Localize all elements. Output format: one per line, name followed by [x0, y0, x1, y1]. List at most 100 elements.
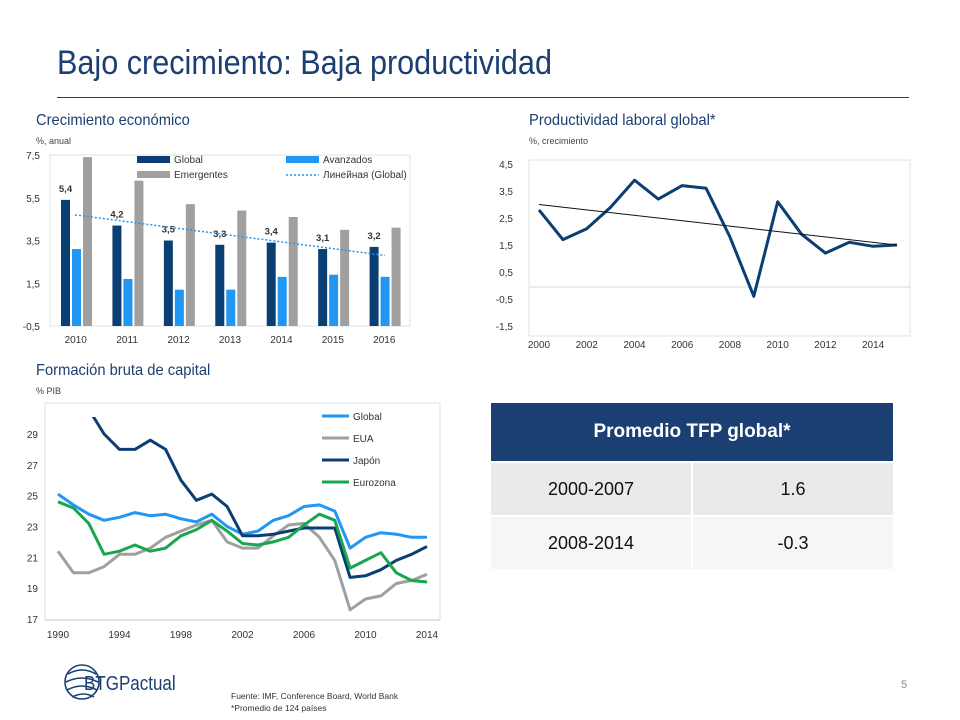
capital-chart-subtitle: % PIB — [36, 386, 62, 396]
btg-globe-logo-icon — [64, 664, 100, 700]
x-tick-label: 2010 — [65, 335, 88, 346]
y-tick-label: 17 — [27, 615, 39, 626]
y-tick-label: 1,5 — [499, 241, 513, 252]
legend-label: Eurozona — [353, 478, 396, 489]
bar-data-label: 3,2 — [367, 231, 380, 242]
x-tick-label: 2011 — [116, 335, 138, 346]
y-tick-label: 29 — [27, 430, 39, 441]
y-tick-label: 27 — [27, 461, 39, 472]
series-group — [56, 417, 428, 612]
bar-avanzados — [72, 249, 81, 326]
y-tick-label: 21 — [27, 553, 39, 564]
x-tick-label: 2013 — [219, 335, 242, 346]
growth-chart-title: Crecimiento económico — [36, 112, 190, 129]
y-tick-label: 4,5 — [499, 160, 513, 171]
series-line-eua — [56, 518, 428, 612]
x-tick-label: 2016 — [373, 335, 396, 346]
x-tick-label: 2006 — [293, 630, 316, 641]
y-tick-label: 1,5 — [26, 279, 40, 290]
bar-data-label: 5,4 — [59, 184, 73, 195]
productivity-series-line — [537, 178, 898, 298]
y-tick-label: -1,5 — [496, 322, 514, 333]
tfp-period-cell: 2000-2007 — [491, 461, 693, 516]
x-tick-label: 2012 — [167, 335, 190, 346]
bar-global — [215, 244, 225, 326]
bar-global — [369, 246, 379, 326]
legend-swatch — [137, 171, 170, 178]
page-number: 5 — [901, 679, 908, 691]
bar-emergentes — [185, 204, 195, 326]
bar-avanzados — [174, 289, 184, 326]
x-tick-label: 2012 — [814, 340, 837, 351]
x-tick-label: 2006 — [671, 340, 694, 351]
bar-emergentes — [391, 227, 401, 326]
plot-frame — [528, 159, 911, 337]
productivity-chart-subtitle: %, crecimiento — [529, 136, 589, 146]
x-tick-label: 2015 — [322, 335, 345, 346]
table-row: 2008-2014 -0.3 — [491, 515, 893, 569]
bar-emergentes — [83, 157, 92, 326]
legend-label: Avanzados — [323, 155, 372, 166]
tfp-value-cell: 1.6 — [692, 461, 893, 516]
x-tick-label: 1994 — [108, 630, 131, 641]
x-tick-label: 2010 — [767, 340, 790, 351]
x-tick-label: 2008 — [719, 340, 742, 351]
bar-data-label: 3,5 — [162, 225, 176, 236]
legend-label: Japón — [353, 456, 380, 467]
legend-label: Global — [353, 412, 382, 423]
x-tick-label: 2004 — [623, 340, 646, 351]
y-tick-label: 2,5 — [499, 214, 513, 225]
bar-data-label: 3,4 — [265, 227, 279, 238]
legend-label: EUA — [353, 434, 374, 445]
legend-swatch — [137, 156, 170, 163]
y-tick-label: 0,5 — [499, 268, 513, 279]
source-note: Fuente: IMF, Conference Board, World Ban… — [231, 691, 399, 701]
capital-chart-title: Formación bruta de capital — [36, 362, 211, 379]
legend-label: Emergentes — [174, 170, 228, 181]
trendline — [538, 204, 898, 246]
x-tick-label: 2002 — [576, 340, 599, 351]
x-tick-label: 2014 — [862, 340, 885, 351]
x-tick-label: 2002 — [231, 630, 254, 641]
slide-title: Bajo crecimiento: Baja productividad — [57, 44, 552, 82]
x-tick-label: 2014 — [270, 335, 293, 346]
footnote: *Promedio de 124 países — [231, 703, 327, 713]
bar-avanzados — [380, 276, 390, 326]
tfp-value-cell: -0.3 — [692, 515, 893, 569]
legend-label: Global — [174, 155, 203, 166]
legend-swatch — [286, 156, 319, 163]
y-tick-label: -0,5 — [496, 295, 514, 306]
bar-avanzados — [329, 274, 339, 326]
bar-emergentes — [134, 180, 144, 326]
bar-global — [61, 199, 70, 326]
bar-avanzados — [277, 276, 287, 326]
series-line-eurozona — [57, 500, 428, 584]
x-tick-label: 1998 — [170, 630, 193, 641]
y-tick-label: 25 — [27, 492, 39, 503]
y-tick-label: -0,5 — [23, 322, 41, 333]
growth-chart-subtitle: %, anual — [36, 136, 72, 146]
tfp-table: Promedio TFP global* 2000-2007 1.6 2008-… — [491, 403, 893, 569]
bar-global — [266, 242, 276, 326]
btg-logo-text: BTGPactual — [84, 673, 176, 695]
bar-avanzados — [123, 278, 133, 326]
bar-global — [318, 249, 328, 326]
productivity-chart-title: Productividad laboral global* — [529, 112, 716, 129]
bar-avanzados — [226, 289, 236, 326]
tfp-period-cell: 2008-2014 — [491, 515, 693, 569]
legend-label: Линейная (Global) — [323, 170, 407, 181]
y-tick-label: 19 — [27, 584, 39, 595]
bar-emergentes — [288, 216, 298, 326]
title-divider — [57, 97, 909, 98]
x-tick-label: 2000 — [528, 340, 551, 351]
x-tick-label: 2014 — [416, 630, 439, 641]
bar-data-label: 4,2 — [110, 210, 123, 221]
bar-data-label: 3,3 — [213, 229, 226, 240]
y-tick-label: 7,5 — [26, 151, 40, 162]
tfp-table-header: Promedio TFP global* — [491, 403, 893, 462]
y-tick-label: 3,5 — [26, 237, 40, 248]
trendline — [74, 214, 386, 257]
